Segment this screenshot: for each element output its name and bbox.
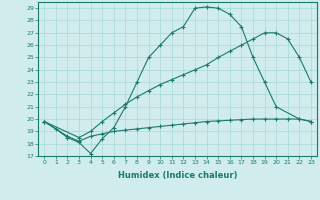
X-axis label: Humidex (Indice chaleur): Humidex (Indice chaleur) <box>118 171 237 180</box>
